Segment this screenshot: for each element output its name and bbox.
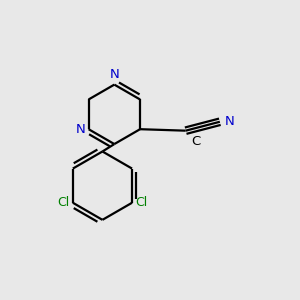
Text: N: N <box>75 123 85 136</box>
Text: Cl: Cl <box>57 196 69 209</box>
Text: N: N <box>225 115 234 128</box>
Text: C: C <box>191 135 200 148</box>
Text: N: N <box>110 68 119 81</box>
Text: Cl: Cl <box>136 196 148 209</box>
